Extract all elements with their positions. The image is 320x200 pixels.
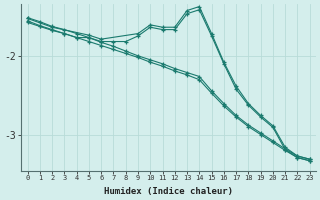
X-axis label: Humidex (Indice chaleur): Humidex (Indice chaleur) [104, 187, 233, 196]
